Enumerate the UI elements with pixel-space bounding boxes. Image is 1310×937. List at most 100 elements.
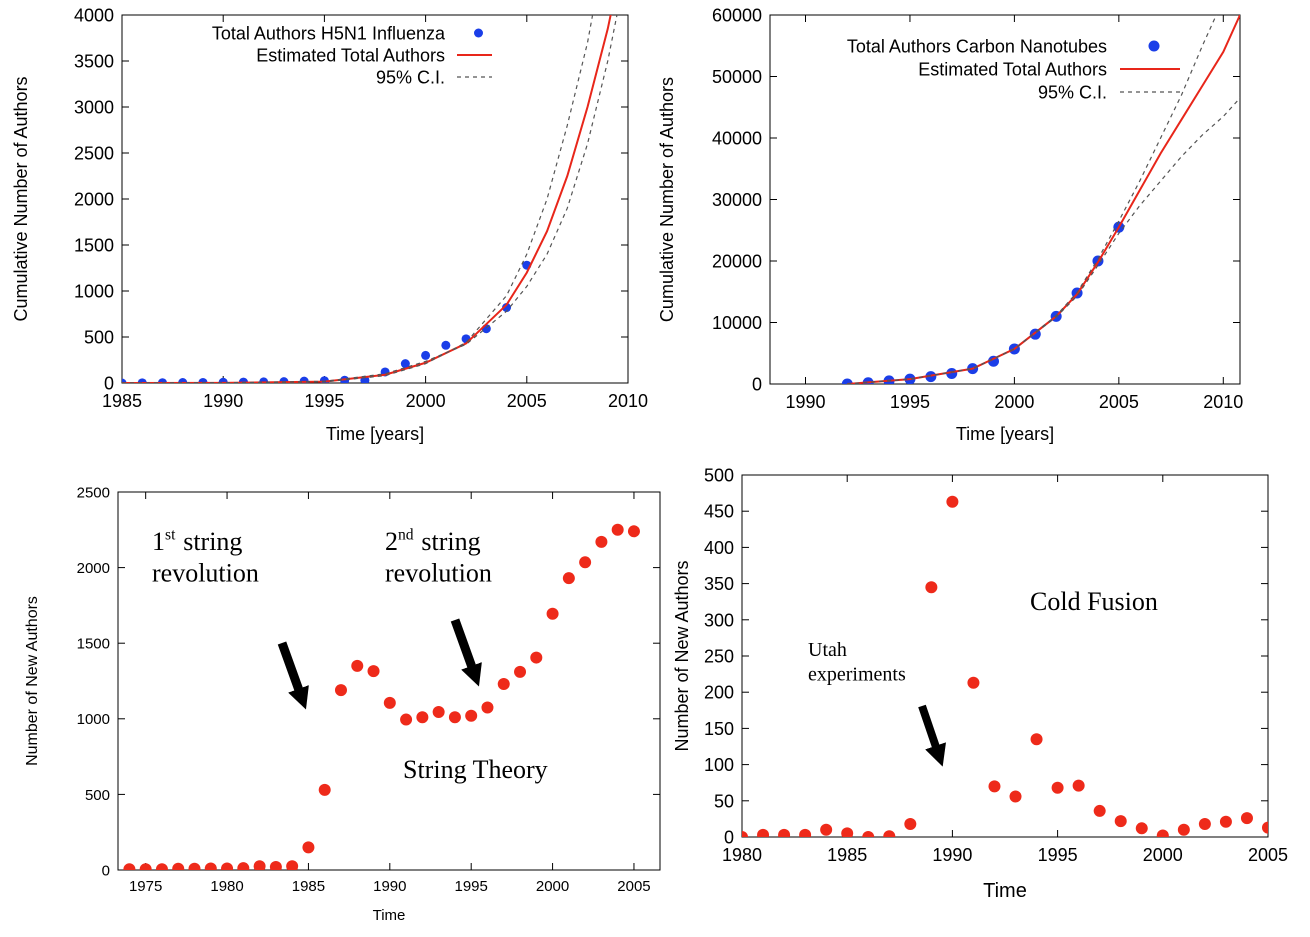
data-point (400, 359, 410, 369)
fit-line (847, 15, 1240, 384)
x-tick-label: 1995 (304, 391, 344, 411)
annotation: Utah (808, 639, 847, 661)
data-point (862, 831, 875, 837)
annotation-run: 2 (385, 527, 398, 556)
x-tick-label: 1980 (210, 878, 243, 895)
confidence-line (847, 15, 1217, 384)
annotation-run: Cold Fusion (1030, 587, 1158, 616)
y-tick-label: 0 (104, 373, 114, 393)
annotation-run: Utah (808, 639, 847, 661)
y-tick-label: 50 (714, 791, 734, 811)
y-tick-label: 2000 (74, 189, 114, 209)
annotation-run: revolution (385, 559, 492, 588)
data-point (253, 860, 266, 870)
data-point (188, 862, 201, 870)
y-tick-label: 20000 (712, 251, 762, 271)
data-point (502, 303, 512, 313)
x-tick-label: 2005 (1248, 845, 1288, 865)
y-tick-label: 500 (704, 465, 734, 485)
data-point (988, 780, 1001, 793)
x-tick-label: 2005 (617, 878, 650, 895)
data-point (351, 659, 364, 672)
data-point (925, 581, 938, 594)
annotation: experiments (808, 663, 906, 685)
y-tick-label: 200 (704, 683, 734, 703)
x-tick-label: 1990 (373, 878, 406, 895)
x-tick-label: 1990 (785, 392, 825, 412)
annotation-run: revolution (152, 559, 259, 588)
y-tick-label: 250 (704, 646, 734, 666)
x-tick-label: 1995 (1038, 845, 1078, 865)
data-point (286, 860, 299, 870)
data-point (481, 701, 494, 714)
data-point (204, 862, 217, 870)
data-point (514, 665, 527, 678)
annotation-run: st (165, 527, 176, 544)
y-tick-label: 30000 (712, 190, 762, 210)
y-tick-label: 300 (704, 610, 734, 630)
x-tick-label: 2010 (608, 391, 648, 411)
data-point (123, 863, 136, 870)
annotation-run: experiments (808, 663, 906, 685)
annotation: revolution (385, 559, 492, 588)
x-tick-label: 2000 (994, 392, 1034, 412)
data-point (432, 705, 445, 718)
x-tick-label: 1985 (102, 391, 142, 411)
data-point (155, 863, 168, 870)
y-axis-label: Cumulative Number of Authors (657, 77, 677, 322)
y-tick-label: 4000 (74, 5, 114, 25)
data-point (562, 572, 575, 585)
data-point (172, 862, 185, 870)
y-tick-label: 1000 (74, 281, 114, 301)
x-tick-label: 2000 (406, 391, 446, 411)
data-point (799, 828, 812, 837)
arrow (277, 641, 309, 710)
data-point (221, 862, 234, 870)
y-tick-label: 2000 (77, 560, 110, 577)
y-tick-label: 0 (752, 374, 762, 394)
y-axis-label: Number of New Authors (24, 596, 41, 766)
y-tick-label: 150 (704, 719, 734, 739)
data-point (579, 556, 592, 569)
legend-label: Total Authors Carbon Nanotubes (847, 36, 1107, 56)
y-tick-label: 1500 (74, 235, 114, 255)
annotation-run: nd (398, 527, 414, 544)
data-point (841, 378, 853, 384)
data-point (367, 665, 380, 678)
annotation: 2nd string (385, 527, 481, 556)
y-tick-label: 500 (84, 327, 114, 347)
x-axis-label: Time [years] (956, 424, 1054, 444)
data-point (530, 651, 543, 664)
legend-label: 95% C.I. (1038, 82, 1107, 102)
y-tick-label: 3000 (74, 97, 114, 117)
data-point (627, 525, 640, 538)
data-point (1135, 822, 1148, 835)
x-tick-label: 2000 (536, 878, 569, 895)
y-axis-label: Cumulative Number of Authors (11, 76, 31, 321)
legend-swatch (474, 28, 483, 38)
data-point (904, 817, 917, 830)
data-point (820, 823, 833, 836)
data-point (269, 860, 282, 870)
data-point (122, 378, 127, 383)
data-point (157, 378, 167, 383)
data-point (318, 783, 331, 796)
data-point (448, 711, 461, 724)
y-tick-label: 3500 (74, 51, 114, 71)
data-point (137, 378, 147, 383)
x-axis-label: Time [years] (326, 424, 424, 444)
x-axis-label: Time (373, 907, 406, 924)
data-point (1009, 790, 1022, 803)
data-point (237, 862, 250, 870)
data-point (1072, 779, 1085, 792)
data-point (1262, 821, 1268, 834)
data-point (1051, 781, 1064, 794)
data-point (334, 684, 347, 697)
data-point (925, 371, 937, 383)
x-tick-label: 2005 (507, 391, 547, 411)
y-tick-label: 350 (704, 574, 734, 594)
data-point (757, 828, 770, 837)
annotation: Cold Fusion (1030, 587, 1158, 616)
data-point (441, 340, 451, 350)
